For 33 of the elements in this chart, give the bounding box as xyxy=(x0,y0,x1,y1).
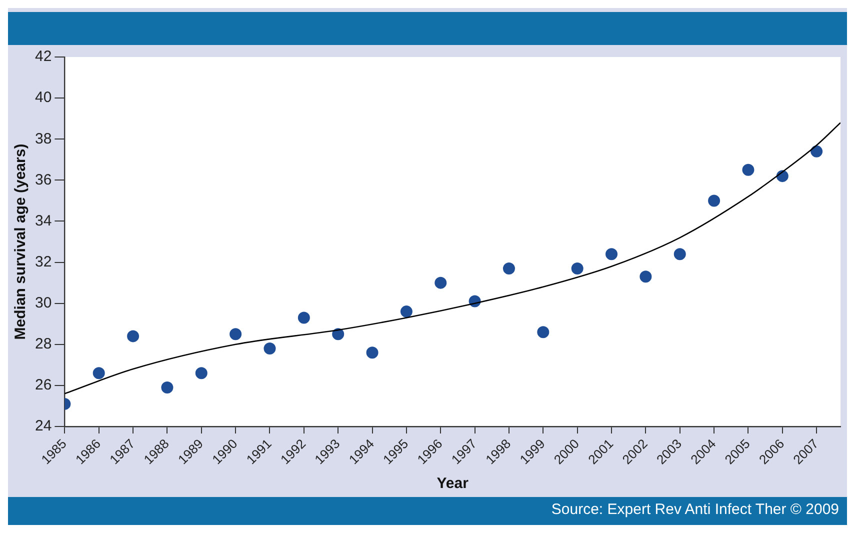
point xyxy=(502,262,515,274)
y-tick-label: 38 xyxy=(34,130,52,148)
point xyxy=(674,248,686,260)
point xyxy=(708,194,720,207)
y-tick-label: 26 xyxy=(34,376,52,394)
y-tick-label: 42 xyxy=(34,48,52,66)
point xyxy=(298,312,310,324)
source-note: Source: Expert Rev Anti Infect Ther © 2009 xyxy=(551,501,839,518)
point xyxy=(571,262,584,274)
point xyxy=(537,326,550,338)
y-tick-label: 30 xyxy=(34,294,52,312)
y-tick-label: 34 xyxy=(34,212,52,230)
x-axis-title: Year xyxy=(436,475,469,492)
point xyxy=(230,328,242,340)
point xyxy=(742,164,754,176)
point xyxy=(400,306,412,318)
y-axis-title: Median survival age (years) xyxy=(12,144,30,340)
point xyxy=(264,342,276,355)
y-tick-label: 28 xyxy=(34,336,52,353)
y-tick-label: 40 xyxy=(34,89,52,106)
y-tick-label: 24 xyxy=(34,418,52,435)
point xyxy=(606,248,618,260)
point xyxy=(92,367,105,380)
point xyxy=(161,382,174,394)
y-tick-label: 32 xyxy=(34,253,52,270)
point xyxy=(127,330,140,342)
point xyxy=(195,367,208,380)
y-tick-label: 36 xyxy=(34,171,52,188)
point xyxy=(810,145,823,158)
line-series xyxy=(64,122,840,394)
point xyxy=(366,346,378,359)
point xyxy=(434,276,447,289)
point xyxy=(640,270,652,283)
